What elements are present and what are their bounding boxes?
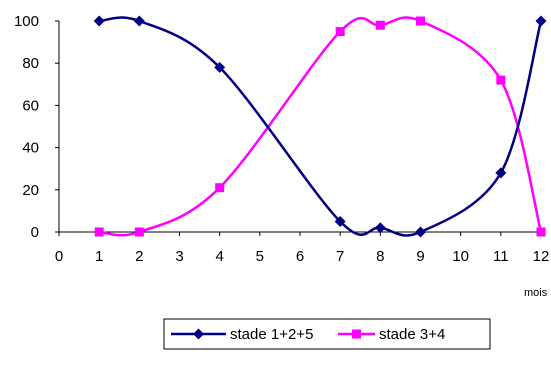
data-point <box>416 16 425 26</box>
data-point <box>214 61 226 73</box>
x-tick-label: 7 <box>336 248 344 265</box>
y-tick-label: 80 <box>22 55 39 72</box>
y-tick-label: 100 <box>14 13 39 30</box>
legend-marker <box>193 328 204 340</box>
x-tick-label: 8 <box>376 248 384 265</box>
x-tick-label: 1 <box>95 248 103 265</box>
data-point <box>335 27 345 37</box>
x-tick-label: 0 <box>55 248 63 265</box>
legend-label: stade 3+4 <box>379 326 445 343</box>
data-point <box>93 15 105 27</box>
x-tick-label: 10 <box>452 248 469 265</box>
legend-label: stade 1+2+5 <box>230 326 313 343</box>
x-tick-label: 2 <box>135 248 143 265</box>
data-point <box>134 227 144 237</box>
data-point <box>496 75 506 85</box>
x-tick-label: 4 <box>215 248 223 265</box>
legend-marker <box>352 329 361 339</box>
series <box>93 15 547 238</box>
y-tick-label: 40 <box>22 140 39 157</box>
data-point <box>215 183 225 193</box>
x-tick-label: 6 <box>296 248 304 265</box>
y-tick-label: 60 <box>22 97 39 114</box>
y-tick-label: 0 <box>31 224 39 241</box>
data-point <box>334 215 346 227</box>
series-1 <box>93 15 547 238</box>
x-tick-label: 9 <box>416 248 424 265</box>
x-tick-label: 3 <box>175 248 183 265</box>
y-tick-label: 20 <box>22 182 39 199</box>
data-point <box>495 167 507 179</box>
series-2 <box>94 16 546 237</box>
data-point <box>415 226 426 238</box>
x-axis-title: mois <box>524 287 548 299</box>
data-point <box>94 227 104 237</box>
legend: stade 1+2+5 stade 3+4 <box>163 318 491 350</box>
data-point <box>133 15 145 27</box>
data-point <box>536 227 546 237</box>
x-tick-label: 12 <box>533 248 550 265</box>
data-point <box>375 20 385 30</box>
data-point <box>535 15 547 27</box>
x-tick-label: 11 <box>493 248 509 265</box>
x-tick-label: 5 <box>256 248 264 265</box>
data-point <box>374 222 386 234</box>
